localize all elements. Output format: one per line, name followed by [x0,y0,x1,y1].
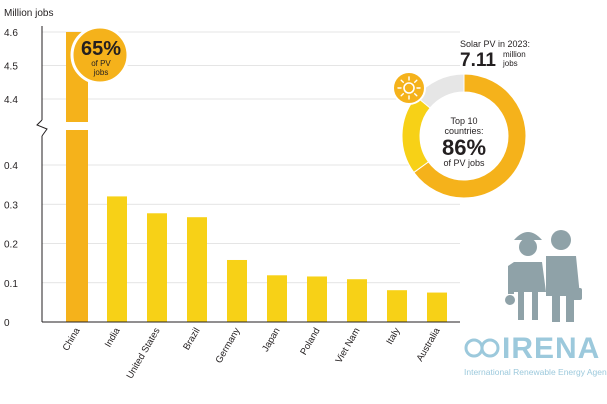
donut-total-unit-2: jobs [502,59,518,68]
irena-subtitle: International Renewable Energy Agency [464,367,607,377]
irena-name: IRENA [502,332,601,365]
y-axis-label: Million jobs [4,8,53,19]
bar [387,290,407,322]
bar [347,279,367,322]
x-tick-label: Poland [298,326,322,357]
bar [107,196,127,322]
bar [147,213,167,322]
donut-center-line3: of PV jobs [443,158,485,168]
donut-center-line2: countries: [444,126,483,136]
china-share-badge: 65% of PV jobs [70,25,130,85]
x-tick-label: China [61,325,83,353]
donut-total-unit-1: million [503,50,526,59]
bar [427,292,447,322]
x-tick-label: Viet Nam [334,326,363,365]
donut-total: 7.11 [460,50,496,71]
bar [227,259,247,322]
china-badge-circle [70,25,130,85]
y-tick-labels: 0 0.1 0.2 0.3 0.4 4.4 4.5 4.6 [4,28,18,329]
male-worker-icon [546,230,582,322]
bar [307,276,327,322]
bar [267,275,287,322]
bar-break-gap [55,122,93,130]
y-tick-label: 0.3 [4,200,18,211]
china-badge-value: 65% [81,38,121,60]
y-tick-label: 4.5 [4,62,18,73]
irena-logo [464,338,500,358]
bar [66,32,88,322]
donut-ring [401,73,527,199]
x-tick-labels: China India United States Brazil Germany Japa… [61,325,443,381]
x-tick-label: India [103,325,123,349]
donut-center-line1: Top 10 [450,116,477,126]
donut-header: Solar PV in 2023: [460,39,530,49]
donut-group: Solar PV in 2023: 7.11 million jobs Top … [401,39,530,199]
y-tick-label: 4.4 [4,95,18,106]
china-badge-line2: jobs [93,68,109,77]
y-tick-label: 0.1 [4,279,18,290]
axes [36,26,460,323]
x-tick-label: Japan [260,326,282,354]
china-badge-line1: of PV [91,59,111,68]
y-tick-label: 0.2 [4,240,18,251]
bar [187,217,207,322]
bars [66,32,447,322]
donut-hole [420,92,508,180]
y-tick-label: 0.4 [4,161,18,172]
female-worker-icon [505,232,546,320]
y-tick-label: 0 [4,318,10,329]
sun-icon [392,71,426,105]
x-tick-label: Brazil [181,326,202,352]
donut-center-value: 86% [442,135,486,160]
x-tick-label: United States [125,326,163,381]
x-tick-label: Germany [214,326,243,366]
axis-break [36,119,48,137]
x-tick-label: Australia [415,325,443,363]
y-tick-label: 4.6 [4,28,18,39]
x-tick-label: Italy [384,326,402,347]
